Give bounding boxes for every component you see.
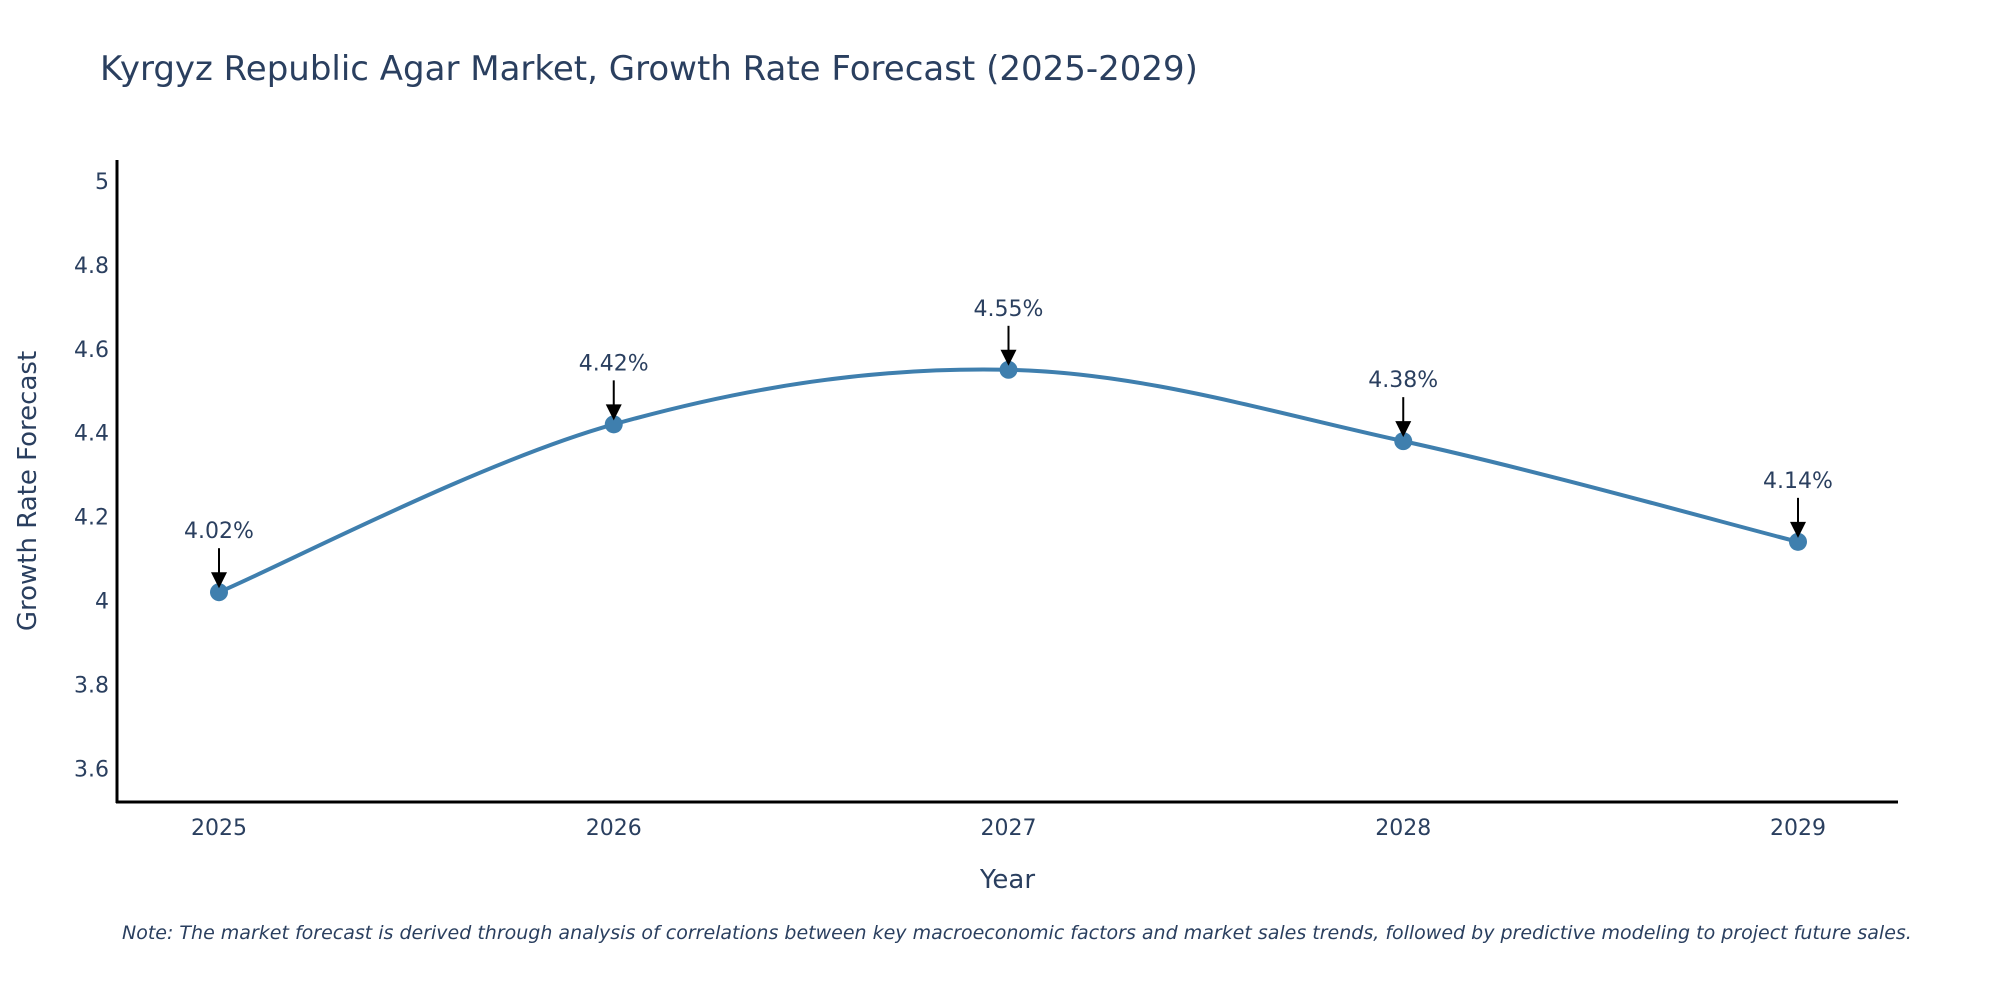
data-point-2028 (1394, 432, 1413, 451)
y-tick-label: 3.6 (74, 757, 109, 782)
y-tick-label: 4.4 (74, 422, 109, 447)
data-label-2025: 4.02% (184, 519, 254, 544)
y-tick-label: 4 (95, 590, 109, 615)
series-line (218, 367, 1799, 595)
x-tick-label: 2027 (981, 816, 1037, 841)
data-label-annotations: 4.02% 4.42% 4.55% 4.38% 4.14% (184, 297, 1833, 589)
data-label-2028: 4.38% (1368, 368, 1438, 393)
annotation-arrow-head (1395, 421, 1412, 438)
y-tick-label: 4.2 (74, 506, 109, 531)
data-point-2025 (210, 583, 228, 602)
series-markers (210, 360, 1807, 602)
y-axis-title: Growth Rate Forecast (13, 351, 43, 631)
data-point-2029 (1789, 532, 1807, 551)
data-point-2027 (999, 360, 1018, 379)
x-tick-label: 2028 (1375, 816, 1431, 841)
x-tick-label: 2025 (191, 816, 247, 841)
annotation-arrow-head (211, 572, 227, 589)
x-tick-label: 2026 (586, 816, 642, 841)
y-tick-label: 4.6 (74, 338, 109, 363)
chart-title: Kyrgyz Republic Agar Market, Growth Rate… (100, 49, 1198, 89)
data-label-2026: 4.42% (579, 351, 649, 376)
y-tick-label: 5 (95, 170, 109, 195)
y-tick-label: 4.8 (74, 254, 109, 279)
data-label-2027: 4.55% (974, 297, 1044, 322)
annotation-arrow-head (1790, 521, 1806, 538)
x-tick-label: 2029 (1770, 816, 1826, 841)
data-label-2029: 4.14% (1763, 469, 1833, 494)
chart-note: Note: The market forecast is derived thr… (122, 922, 1912, 944)
y-axis-ticks: 3.6 3.8 4 4.2 4.4 4.6 4.8 5 (74, 170, 109, 782)
annotation-arrow-head (1000, 349, 1017, 366)
x-axis-ticks: 2025 2026 2027 2028 2029 (191, 816, 1826, 841)
data-point-2026 (604, 415, 623, 434)
annotation-arrow-head (605, 404, 622, 421)
x-axis-title: Year (979, 865, 1035, 895)
y-tick-label: 3.8 (74, 674, 109, 699)
